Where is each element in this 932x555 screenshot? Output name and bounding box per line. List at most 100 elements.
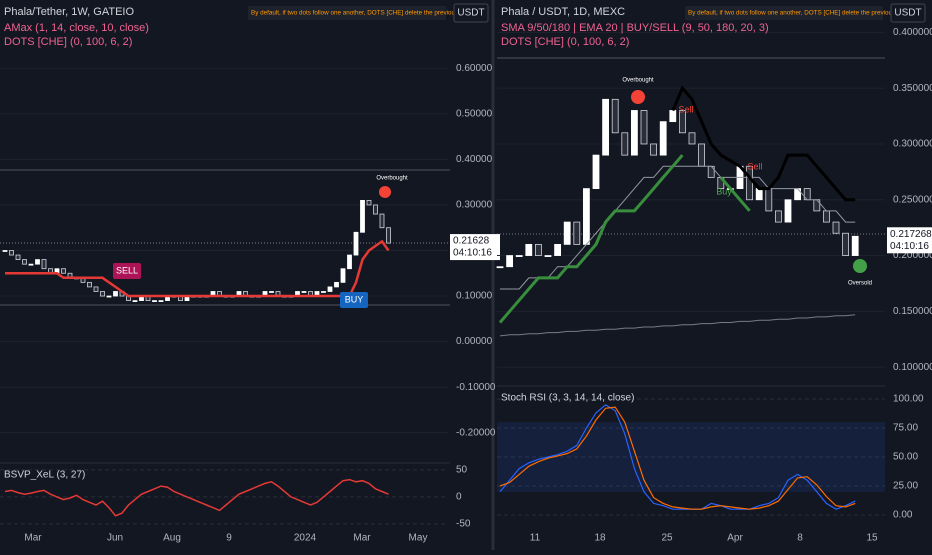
candle [379,213,385,229]
y-tick-label: 0.200000 [893,250,932,261]
osc-tick-label: 0.00 [893,510,913,521]
dot [853,259,867,273]
countdown: 04:10:16 [890,241,929,252]
candle [631,110,638,156]
x-tick-label: 8 [797,533,803,544]
indicator-line [498,154,751,324]
y-tick-label: 0.400000 [893,27,932,38]
candle [61,268,66,274]
candle [386,227,391,244]
x-tick-label: 2024 [294,533,317,544]
indicator-label: DOTS [CHE] (0, 100, 6, 2) [501,36,629,48]
candle [832,221,840,234]
currency: USDT [894,8,921,19]
osc-tick-label: -50 [456,519,471,530]
annotation: Oversold [848,281,872,287]
chart-title: Phala/Tether, 1W, GATEIO [4,6,134,18]
candle [592,154,600,189]
candle [28,263,34,266]
osc-tick-label: 50.00 [893,452,918,463]
candle [640,110,648,145]
dot [379,186,391,198]
signal-box [113,263,141,279]
candle [22,259,27,265]
candle [707,165,715,178]
osc-tick-label: 75.00 [893,423,918,434]
indicator-label: AMax (1, 14, close, 10, close) [4,22,149,34]
candle [327,286,333,292]
candle [659,121,667,156]
countdown: 04:10:16 [453,248,492,259]
candle [100,291,105,297]
candle [621,132,629,156]
indicator-label: SMA 9/50/180 | EMA 20 | BUY/SELL (9, 50,… [501,22,769,34]
last-price: 0.217268 [890,229,932,240]
x-tick-label: Mar [24,533,42,544]
candle [765,188,773,212]
indicator-line [499,314,856,337]
y-tick-label: 0.00000 [456,336,493,347]
candle [611,98,619,134]
stoch-line [499,406,856,510]
osc-tick-label: 100.00 [893,394,924,405]
candle [842,232,849,256]
last-price: 0.21628 [453,236,490,247]
candle [366,199,372,206]
candle [669,110,677,123]
x-tick-label: 11 [530,533,541,544]
price-tag [450,234,500,261]
currency-box [890,3,926,23]
osc-tick-label: 0 [456,492,462,503]
candle [544,255,552,257]
x-tick-label: 25 [661,533,673,544]
y-tick-label: 0.40000 [456,154,493,165]
y-tick-label: -0.20000 [456,427,496,438]
candle [87,281,92,288]
candle [2,250,8,252]
candle [360,199,365,233]
candle [301,291,307,293]
candle [573,221,581,245]
signal-box [340,292,368,308]
candle [347,254,352,270]
indicator-line [671,85,856,202]
x-tick-label: Aug [163,533,181,544]
annotation: BUY [345,294,364,304]
candle [113,291,118,297]
candle [41,259,47,270]
dot [631,90,645,104]
candle [525,243,533,256]
annotation: Overbought [376,176,408,182]
annotation: Buy [716,186,732,196]
candle [515,255,523,257]
candle [15,254,21,261]
x-tick-label: 9 [226,533,232,544]
notice: By default, if two dots follow one anoth… [251,10,471,17]
candle [269,291,274,293]
candle [563,221,571,245]
notice-box [248,6,446,20]
x-tick-label: May [409,533,428,544]
candle [688,132,696,145]
candle [158,300,164,302]
x-tick-label: 18 [594,533,606,544]
candle [679,110,686,134]
y-tick-label: 0.150000 [893,306,932,317]
candle [132,300,138,302]
candle [602,98,609,156]
osc-line [4,478,389,517]
notice-box [685,6,883,20]
annotation: Overbought [622,78,654,84]
candle [506,255,514,268]
candle [554,243,561,256]
indicator-line [500,165,856,290]
indicator-label: DOTS [CHE] (0, 100, 6, 2) [4,36,132,48]
chart-title: Phala / USDT, 1D, MEXC [501,6,625,18]
annotation: Sell [678,104,693,114]
osc-tick-label: 50 [456,465,468,476]
candle [93,286,99,292]
candle [353,231,359,256]
